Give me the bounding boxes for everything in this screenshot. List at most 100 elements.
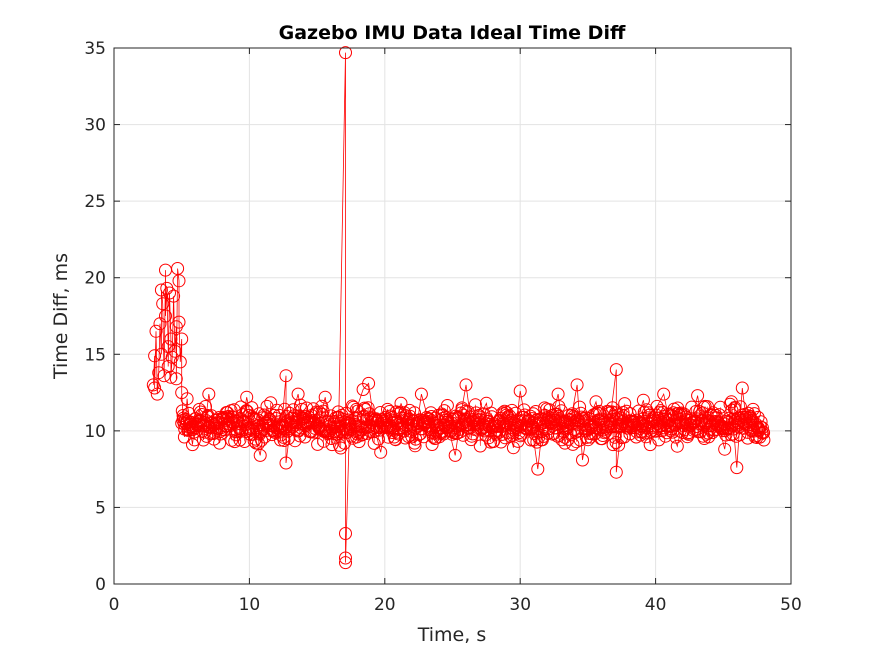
data-point: [565, 409, 579, 422]
plot-area: [114, 48, 791, 584]
noise-band-point: [696, 406, 710, 420]
noise-band-point: [199, 400, 212, 413]
data-point: [448, 448, 462, 462]
data-point: [387, 430, 401, 444]
data-point: [636, 393, 650, 407]
data-point: [630, 413, 644, 427]
data-point: [362, 376, 376, 390]
data-point: [718, 442, 732, 456]
y-tick-label: 0: [95, 575, 106, 595]
data-point: [312, 419, 325, 433]
data-point: [623, 427, 637, 441]
data-point: [421, 412, 435, 426]
data-point: [175, 332, 189, 346]
data-point: [670, 439, 684, 453]
data-point: [163, 286, 176, 300]
y-tick-label: 5: [95, 498, 106, 518]
data-point: [684, 418, 698, 432]
data-point: [596, 429, 610, 442]
data-point: [435, 407, 449, 421]
data-point: [157, 369, 171, 383]
y-tick-label: 10: [84, 422, 106, 442]
data-point: [711, 415, 725, 429]
data-point: [657, 387, 671, 401]
chart-title: Gazebo IMU Data Ideal Time Diff: [279, 22, 626, 44]
y-tick-label: 15: [84, 345, 106, 365]
data-point: [414, 387, 428, 401]
data-point: [589, 395, 603, 409]
data-point: [520, 422, 534, 436]
data-point: [603, 416, 617, 430]
data-point: [500, 406, 514, 419]
data-point: [279, 369, 293, 383]
noise-band-point: [334, 441, 348, 455]
noise-band-point: [676, 426, 689, 439]
data-point: [401, 418, 415, 432]
data-point: [332, 410, 346, 424]
data-point: [343, 416, 357, 430]
x-axis-label: Time, s: [417, 624, 486, 646]
data-point: [240, 390, 254, 404]
noise-band-point: [367, 436, 381, 450]
data-point: [202, 387, 216, 401]
data-point: [643, 438, 657, 452]
data-point: [428, 432, 442, 445]
noise-band-point: [494, 435, 508, 449]
data-point: [167, 289, 181, 303]
y-tick-label: 25: [84, 192, 106, 212]
data-point: [161, 360, 175, 373]
data-point: [207, 418, 221, 432]
noise-band-point: [558, 430, 572, 444]
plot-frame: [113, 47, 792, 585]
data-point: [538, 401, 552, 415]
data-point: [298, 430, 312, 444]
data-point: [466, 427, 480, 441]
data-series: [146, 46, 771, 570]
data-point: [168, 344, 182, 358]
x-tick-label: 10: [239, 595, 261, 615]
data-point: [374, 445, 388, 459]
data-point: [551, 387, 565, 401]
data-point: [459, 378, 473, 392]
data-point: [741, 425, 755, 439]
noise-band-point: [200, 429, 214, 443]
data-point: [441, 421, 455, 435]
data-point: [172, 315, 186, 329]
data-point: [339, 527, 352, 540]
data-point: [188, 412, 202, 426]
data-point: [609, 363, 623, 377]
data-point: [527, 433, 541, 447]
x-tick-label: 20: [374, 595, 396, 615]
data-point: [291, 387, 305, 401]
data-point: [757, 433, 771, 447]
data-point: [349, 402, 363, 416]
data-point: [486, 435, 500, 449]
data-point: [339, 46, 352, 60]
data-point: [616, 406, 630, 419]
data-point: [493, 418, 507, 432]
data-point: [172, 274, 186, 288]
data-point: [180, 392, 194, 406]
data-point: [226, 415, 240, 429]
data-point: [664, 419, 677, 433]
noise-band-point: [566, 437, 580, 451]
data-point: [479, 396, 493, 410]
data-point: [186, 438, 199, 452]
data-point: [164, 332, 178, 346]
data-point: [513, 384, 527, 398]
y-tick-label: 35: [84, 39, 106, 59]
data-point: [164, 370, 178, 384]
data-point: [724, 395, 738, 409]
data-point: [150, 387, 164, 401]
data-point: [609, 465, 623, 479]
data-point: [576, 453, 589, 467]
data-point: [165, 350, 179, 364]
x-tick-label: 40: [645, 595, 667, 615]
data-point: [650, 399, 664, 413]
data-point: [192, 402, 206, 416]
data-point: [154, 283, 168, 297]
data-point: [339, 556, 352, 570]
noise-band-point: [652, 433, 666, 447]
data-point: [339, 551, 352, 565]
noise-band-point: [623, 407, 637, 421]
